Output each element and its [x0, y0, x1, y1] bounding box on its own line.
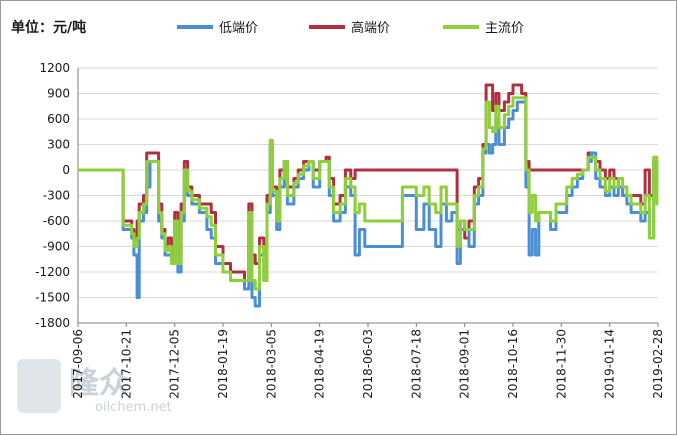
x-tick-label: 2018-04-19 — [313, 329, 327, 399]
series-line-high — [78, 83, 659, 282]
y-axis: 1200 900 600 300 0 -300 -600 -900 -1200 -1500 -180… — [35, 61, 79, 330]
x-tick-label: 2018-03-05 — [264, 329, 278, 399]
y-tick-label: -1200 — [35, 265, 70, 279]
watermark: 隆众 oilchem.net — [17, 359, 172, 415]
y-tick-label: -900 — [43, 240, 70, 254]
x-tick-label: 2017-12-05 — [168, 329, 182, 399]
y-tick-label: 300 — [47, 138, 70, 152]
unit-label: 单位：元/吨 — [11, 19, 86, 36]
x-tick-label: 2018-11-30 — [554, 329, 568, 399]
series-lines — [78, 83, 659, 308]
legend-label: 高端价 — [351, 20, 390, 36]
legend-label: 主流价 — [485, 21, 524, 36]
y-tick-label: 1200 — [39, 61, 70, 75]
y-tick-label: 600 — [47, 112, 70, 126]
x-tick-label: 2019-01-14 — [603, 329, 617, 399]
x-tick-label: 2019-02-28 — [651, 329, 665, 399]
x-tick-label: 2017-10-21 — [119, 329, 133, 399]
x-tick-label: 2018-09-01 — [458, 329, 472, 399]
y-tick-label: -1500 — [35, 291, 70, 305]
x-tick-label: 2018-07-18 — [409, 329, 423, 399]
watermark-url: oilchem.net — [95, 400, 172, 415]
legend: 低端价 高端价 主流价 — [177, 20, 524, 36]
y-tick-label: -300 — [43, 189, 70, 203]
y-tick-label: -1800 — [35, 316, 70, 330]
legend-label: 低端价 — [219, 21, 258, 36]
y-tick-label: -600 — [43, 214, 70, 228]
watermark-brand: 隆众 — [69, 366, 129, 401]
y-tick-label: 0 — [62, 163, 70, 177]
x-axis: 2017-09-06 2017-10-21 2017-12-05 2018-01-19… — [71, 322, 665, 399]
series-line-low — [78, 100, 659, 308]
x-tick-label: 2018-06-03 — [361, 329, 375, 399]
y-tick-label: 900 — [47, 87, 70, 101]
series-line-main — [78, 96, 659, 291]
watermark-logo-icon — [17, 359, 61, 413]
x-tick-label: 2018-10-16 — [506, 329, 520, 399]
x-tick-label: 2018-01-19 — [216, 329, 230, 399]
x-tick-label: 2017-09-06 — [71, 329, 85, 399]
